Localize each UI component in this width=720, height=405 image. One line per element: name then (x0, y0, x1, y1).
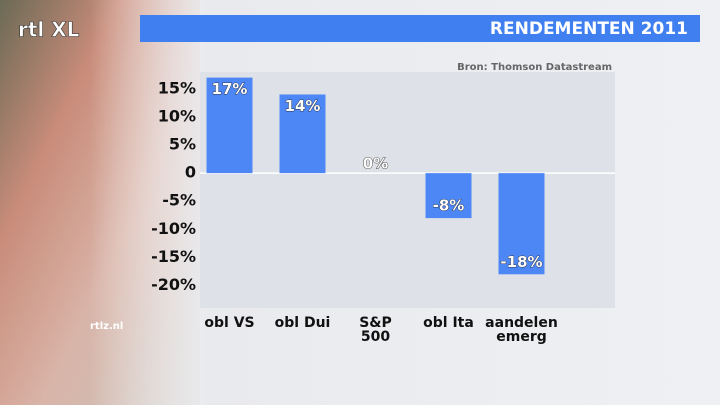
chart-title: RENDEMENTEN 2011 (490, 19, 688, 39)
x-tick-label: S&P 500 (359, 315, 392, 345)
x-tick-label: aandelen emerg (485, 315, 558, 345)
value-label: -8% (433, 197, 465, 215)
logo: rtl XL (18, 18, 80, 42)
x-tick-label: obl Dui (274, 315, 331, 331)
x-tick-label: obl Ita (423, 315, 474, 331)
title-bar (140, 15, 700, 42)
bar (279, 94, 326, 174)
y-tick-label: 10% (158, 106, 196, 125)
website: rtlz.nl (90, 321, 123, 332)
y-tick-label: -15% (151, 247, 196, 266)
y-tick-label: 15% (158, 78, 196, 97)
bar (498, 173, 545, 275)
x-tick-label: obl VS (204, 315, 255, 331)
bar (425, 173, 472, 219)
bar (206, 77, 253, 174)
plot-area (200, 72, 615, 308)
y-tick-label: 0 (185, 163, 196, 182)
value-label: 14% (285, 97, 321, 115)
value-label: -18% (500, 253, 542, 271)
background-fade (90, 0, 210, 405)
y-tick-label: -5% (162, 191, 196, 210)
y-tick-label: -10% (151, 219, 196, 238)
y-tick-label: -20% (151, 275, 196, 294)
y-tick-label: 5% (169, 135, 196, 154)
value-label: 0% (363, 155, 388, 173)
source: Bron: Thomson Datastream (457, 62, 612, 73)
value-label: 17% (212, 80, 248, 98)
